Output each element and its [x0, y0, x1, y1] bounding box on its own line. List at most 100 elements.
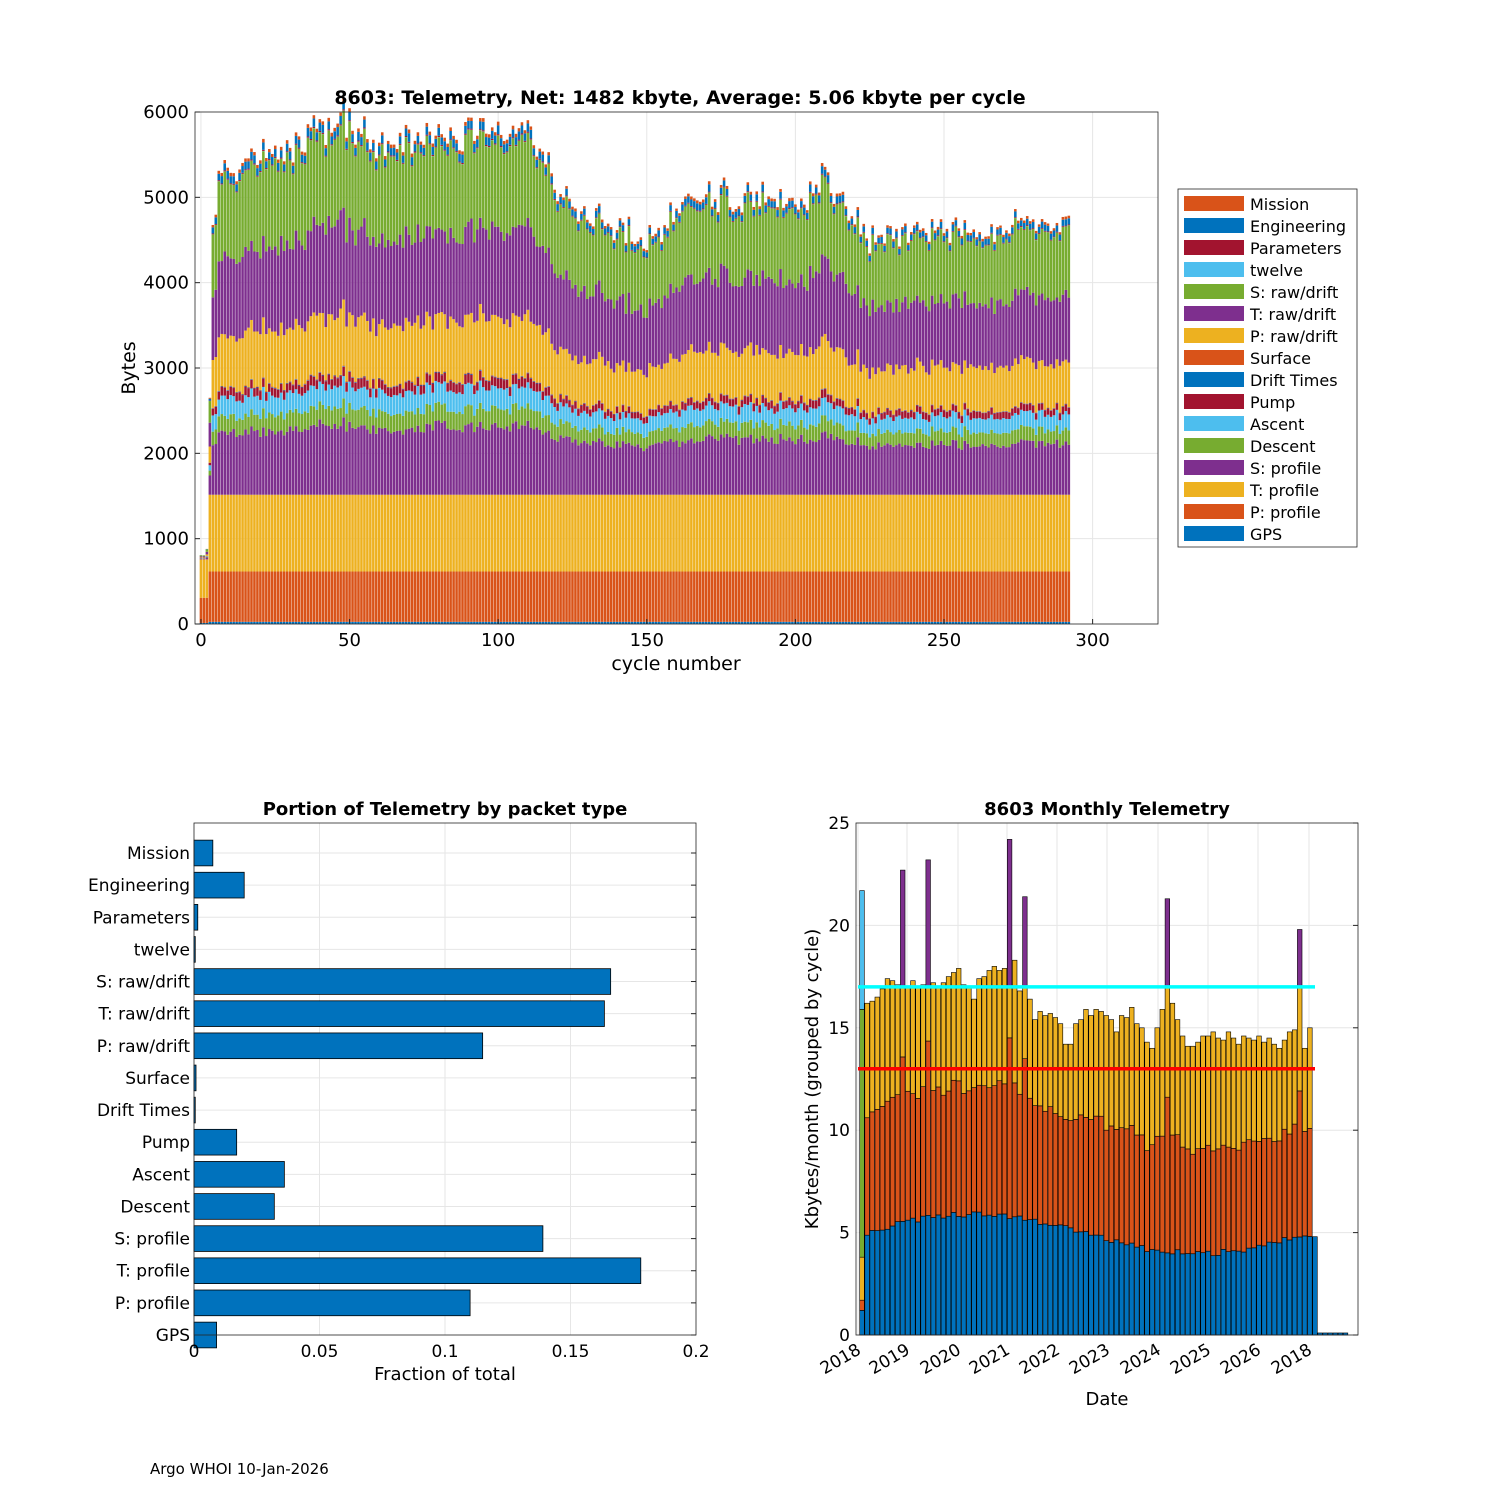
bar-segment: [238, 494, 241, 572]
bar-segment: [814, 271, 818, 350]
bar-segment: [270, 395, 274, 415]
bar-segment: [737, 286, 741, 357]
bar-segment: [669, 494, 672, 572]
bar-segment: [904, 296, 907, 365]
bar-segment: [681, 494, 684, 572]
bar-segment: [461, 432, 464, 495]
bar-segment: [800, 494, 803, 572]
bar-segment: [1061, 219, 1065, 226]
bar-segment: [574, 439, 577, 495]
bar-segment: [785, 285, 788, 354]
bar-segment: [963, 621, 967, 624]
bar-segment: [568, 198, 571, 202]
bar-segment: [1034, 233, 1038, 240]
bar-segment: [838, 195, 842, 203]
bar-segment: [327, 129, 331, 131]
bar-segment: [467, 372, 470, 374]
bar-segment: [250, 148, 253, 152]
bar-segment: [630, 418, 634, 433]
bar-segment: [868, 418, 871, 425]
bar-segment: [948, 431, 952, 446]
bar-segment: [416, 494, 420, 572]
cycle-bar-stack: [609, 227, 613, 624]
bar-segment: [229, 184, 232, 259]
bar-segment: [244, 494, 247, 572]
bar-segment: [636, 621, 640, 624]
bar-segment: [687, 398, 690, 406]
bar-segment: [265, 621, 268, 624]
bar-segment: [550, 394, 553, 395]
bar-segment: [407, 129, 411, 134]
bar-segment: [529, 126, 533, 130]
bar-segment: [805, 621, 809, 624]
bar-segment: [499, 571, 503, 622]
bar-segment: [1049, 233, 1053, 240]
bar-segment: [948, 410, 952, 417]
bar-segment: [743, 437, 747, 495]
bar-segment: [410, 244, 414, 326]
bar-segment: [933, 409, 937, 417]
bar-segment: [529, 621, 533, 624]
bar-segment: [446, 243, 449, 329]
bar-segment: [826, 175, 830, 183]
bar-segment: [892, 241, 895, 248]
bar-segment: [630, 243, 634, 250]
bar-segment: [514, 137, 518, 145]
bar-segment: [606, 431, 610, 446]
bar-segment: [458, 382, 461, 383]
bar-segment: [398, 145, 402, 235]
bar-segment: [487, 381, 491, 382]
cycle-bar-stack: [449, 127, 452, 624]
bar-segment: [366, 139, 369, 143]
bar-segment: [999, 419, 1002, 435]
bar-segment: [312, 375, 316, 377]
bar-segment: [785, 203, 788, 207]
bar-segment: [547, 328, 550, 386]
bar-segment: [375, 389, 378, 398]
bar-segment: [505, 426, 509, 495]
bar-segment: [788, 201, 791, 209]
bar-segment: [431, 571, 435, 622]
cycle-bar-stack: [921, 228, 925, 624]
bar-segment: [490, 221, 494, 315]
bar-segment: [883, 432, 886, 446]
cycle-bar-stack: [300, 151, 304, 624]
bar-segment: [758, 621, 762, 624]
bar-segment: [247, 387, 250, 388]
bar-segment: [803, 410, 806, 428]
bar-segment: [547, 430, 550, 495]
bar-segment: [1031, 412, 1035, 429]
bar-segment: [559, 203, 562, 205]
bar-segment: [1008, 621, 1011, 624]
bar-segment: [737, 406, 741, 415]
bar-segment: [226, 256, 229, 339]
bar-segment: [948, 571, 952, 622]
bar-segment: [651, 236, 655, 239]
bar-segment: [910, 302, 913, 369]
bar-segment: [734, 404, 738, 422]
bar-segment: [850, 430, 854, 444]
bar-segment: [499, 377, 503, 379]
bar-segment: [538, 391, 542, 412]
bar-segment: [910, 239, 913, 241]
bar-segment: [223, 163, 227, 171]
bar-segment: [984, 494, 987, 572]
bar-segment: [597, 212, 601, 214]
bar-segment: [300, 395, 304, 415]
bar-segment: [639, 369, 643, 414]
cycle-bar-stack: [360, 133, 363, 624]
bar-segment: [440, 137, 443, 145]
bar-segment: [1067, 621, 1071, 624]
bar-segment: [1046, 621, 1050, 624]
bar-segment: [743, 195, 747, 203]
bar-segment: [410, 494, 414, 572]
cycle-bar-stack: [318, 119, 322, 624]
bar-segment: [377, 146, 381, 155]
bar-segment: [529, 378, 533, 389]
bar-segment: [1002, 243, 1005, 307]
bar-segment: [948, 245, 952, 251]
bar-segment: [743, 571, 747, 622]
bar-segment: [505, 379, 509, 389]
bar-segment: [704, 621, 708, 624]
bar-segment: [247, 168, 250, 170]
